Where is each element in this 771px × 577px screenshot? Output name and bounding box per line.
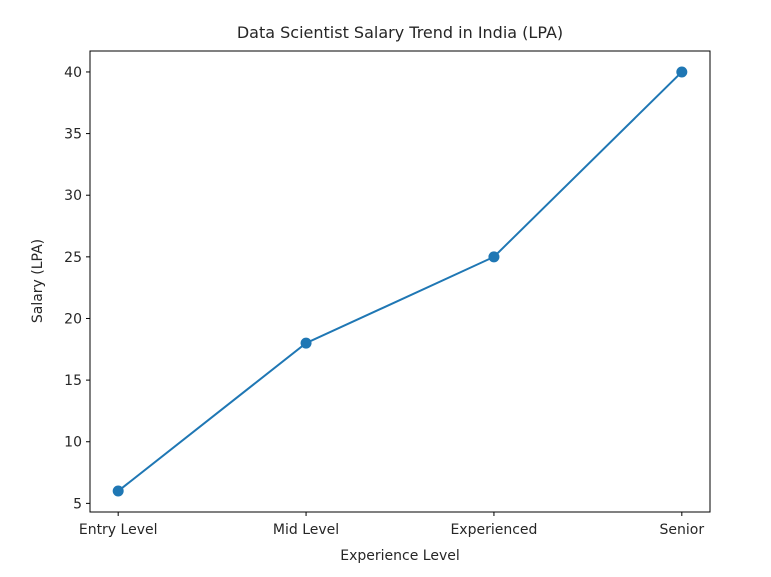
x-axis-label: Experience Level (340, 548, 459, 564)
data-point (488, 251, 500, 263)
y-tick-label: 20 (64, 311, 82, 327)
data-point (676, 66, 688, 78)
x-tick-label: Entry Level (79, 522, 158, 538)
y-axis-label: Salary (LPA) (30, 239, 46, 323)
y-tick-label: 10 (64, 435, 82, 451)
y-tick-label: 25 (64, 250, 82, 266)
y-tick-label: 40 (64, 65, 82, 81)
x-tick-label: Senior (660, 522, 705, 538)
data-point (300, 337, 312, 349)
data-point (112, 485, 124, 497)
axes-frame (89, 50, 711, 513)
x-tick-label: Experienced (450, 522, 537, 538)
y-tick-label: 35 (64, 127, 82, 143)
y-tick-label: 5 (73, 496, 82, 512)
chart-title: Data Scientist Salary Trend in India (LP… (237, 23, 563, 42)
y-tick-label: 15 (64, 373, 82, 389)
y-tick-label: 30 (64, 188, 82, 204)
x-tick-label: Mid Level (273, 522, 339, 538)
series-line (117, 71, 683, 492)
